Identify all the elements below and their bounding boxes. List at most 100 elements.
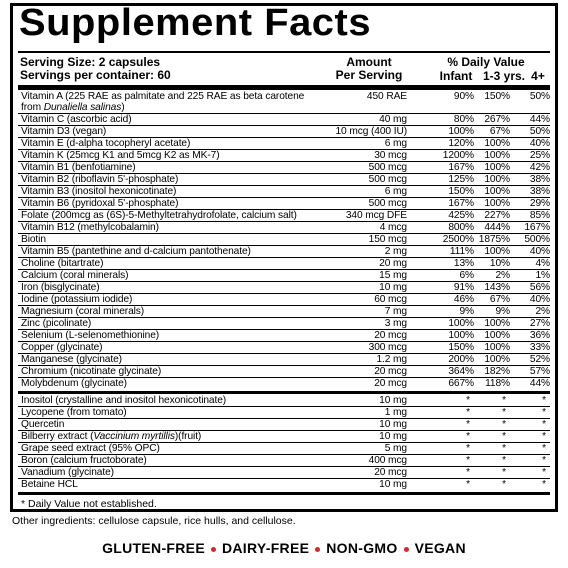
- adult-dv: 42%: [529, 162, 550, 173]
- adult-dv: 50%: [529, 126, 550, 137]
- toddler-dv: *: [502, 443, 506, 454]
- infant-dv: *: [466, 419, 470, 430]
- adult-dv: 36%: [529, 330, 550, 341]
- separator-dot: [210, 546, 216, 552]
- row: Vitamin C (ascorbic acid) 40 mg 80% 267% 44%: [18, 114, 550, 126]
- amount: 10 mg: [379, 431, 407, 442]
- rule: [18, 51, 550, 53]
- toddler-dv: 9%: [495, 306, 510, 317]
- infant-dv: 80%: [453, 114, 474, 125]
- adult-dv: *: [542, 479, 546, 490]
- amount: 150 mcg: [368, 234, 407, 245]
- row: Lycopene (from tomato) 1 mg * * *: [18, 407, 550, 419]
- infant-header: Infant: [439, 69, 473, 83]
- infant-dv: 200%: [448, 354, 474, 365]
- serving-size: Serving Size: 2 capsules: [20, 55, 161, 69]
- nutrient-name: Vanadium (glycinate): [21, 467, 114, 478]
- toddler-dv: 2%: [495, 270, 510, 281]
- rule: [18, 85, 550, 90]
- nutrient-name: Lycopene (from tomato): [21, 407, 127, 418]
- amount: 500 mcg: [368, 174, 407, 185]
- infant-dv: 100%: [448, 330, 474, 341]
- adult-dv: 25%: [529, 150, 550, 161]
- amount: 10 mg: [379, 479, 407, 490]
- amount: 6 mg: [384, 186, 407, 197]
- claim: GLUTEN-FREE: [102, 540, 205, 556]
- nutrient-name: Vitamin B1 (benfotiamine): [21, 162, 136, 173]
- infant-dv: 150%: [448, 342, 474, 353]
- adult-dv: 27%: [529, 318, 550, 329]
- infant-dv: 13%: [453, 258, 474, 269]
- separator-dot: [315, 546, 321, 552]
- adult-dv: 85%: [529, 210, 550, 221]
- infant-dv: 167%: [448, 162, 474, 173]
- amount: 60 mcg: [374, 294, 407, 305]
- servings-per-container: Servings per container: 60: [20, 68, 171, 82]
- row: Calcium (coral minerals) 15 mg 6% 2% 1%: [18, 270, 550, 282]
- amount-header: Amount Per Serving: [323, 56, 415, 82]
- amount: 1 mg: [384, 407, 407, 418]
- adult-dv: 40%: [529, 138, 550, 149]
- infant-dv: 90%: [453, 91, 474, 102]
- nutrient-name: Biotin: [21, 234, 46, 245]
- name-part: )(fruit): [174, 431, 202, 442]
- row: Betaine HCL 10 mg * * *: [18, 479, 550, 490]
- rule: [18, 391, 550, 394]
- amount: 10 mg: [379, 419, 407, 430]
- toddler-dv: *: [502, 395, 506, 406]
- nutrient-name: Boron (calcium fructoborate): [21, 455, 147, 466]
- row: Zinc (picolinate) 3 mg 100% 100% 27%: [18, 318, 550, 330]
- row: Vitamin B1 (benfotiamine) 500 mcg 167% 100%…: [18, 162, 550, 174]
- amount: 20 mcg: [374, 330, 407, 341]
- nutrient-name: Magnesium (coral minerals): [21, 306, 145, 317]
- nutrient-name: Betaine HCL: [21, 479, 78, 490]
- row: Molybdenum (glycinate) 20 mcg 667% 118% 44%: [18, 378, 550, 389]
- claim: VEGAN: [414, 540, 466, 556]
- nutrient-name: Vitamin B12 (methylcobalamin): [21, 222, 159, 233]
- nutrient-name: Vitamin B5 (pantethine and d-calcium pan…: [21, 246, 251, 257]
- row: Iron (bisglycinate) 10 mg 91% 143% 56%: [18, 282, 550, 294]
- separator-dot: [403, 546, 409, 552]
- amount: 450 RAE: [366, 91, 407, 102]
- row: Vitamin K (25mcg K1 and 5mcg K2 as MK-7)…: [18, 150, 550, 162]
- nutrient-name: Vitamin A (225 RAE as palmitate and 225 …: [18, 91, 321, 113]
- adult-dv: 500%: [524, 234, 550, 245]
- claims: GLUTEN-FREE DAIRY-FREE NON-GMO VEGAN: [0, 540, 568, 556]
- nutrient-name: Inositol (crystalline and inositol hexon…: [21, 395, 227, 406]
- claim: DAIRY-FREE: [221, 540, 310, 556]
- row: Bilberry extract (Vaccinium myrtillis)(f…: [18, 431, 550, 443]
- toddler-dv: 67%: [489, 126, 510, 137]
- amount: 20 mg: [379, 258, 407, 269]
- toddler-dv: 444%: [484, 222, 510, 233]
- infant-dv: 120%: [448, 138, 474, 149]
- facts-panel: Supplement Facts Serving Size: 2 capsule…: [10, 2, 558, 512]
- name-part: Dunaliella salinas: [43, 102, 122, 113]
- title: Supplement Facts: [19, 2, 372, 44]
- nutrient-name: Grape seed extract (95% OPC): [21, 443, 160, 454]
- infant-dv: *: [466, 455, 470, 466]
- amount: 400 mcg: [368, 455, 407, 466]
- amount: 500 mcg: [368, 198, 407, 209]
- amount: 1.2 mg: [376, 354, 407, 365]
- infant-dv: 2500%: [442, 234, 474, 245]
- nutrient-name: Choline (bitartrate): [21, 258, 104, 269]
- row: Vitamin E (d-alpha tocopheryl acetate) 6 …: [18, 138, 550, 150]
- toddler-dv: 100%: [484, 198, 510, 209]
- adult-dv: 52%: [529, 354, 550, 365]
- adult-dv: 38%: [529, 186, 550, 197]
- adult-dv: *: [542, 431, 546, 442]
- toddler-dv: 100%: [484, 162, 510, 173]
- row: Iodine (potassium iodide) 60 mcg 46% 67% 40%: [18, 294, 550, 306]
- nutrient-name: Vitamin E (d-alpha tocopheryl acetate): [21, 138, 191, 149]
- toddler-dv: 100%: [484, 174, 510, 185]
- toddler-dv: 1875%: [478, 234, 510, 245]
- infant-dv: *: [466, 395, 470, 406]
- nutrient-name: Vitamin K (25mcg K1 and 5mcg K2 as MK-7): [21, 150, 220, 161]
- infant-dv: 364%: [448, 366, 474, 377]
- toddler-dv: *: [502, 455, 506, 466]
- toddler-dv: 100%: [484, 186, 510, 197]
- rule: [18, 492, 550, 495]
- amount: 15 mg: [379, 270, 407, 281]
- nutrient-name: Selenium (L-selenomethionine): [21, 330, 160, 341]
- infant-dv: *: [466, 431, 470, 442]
